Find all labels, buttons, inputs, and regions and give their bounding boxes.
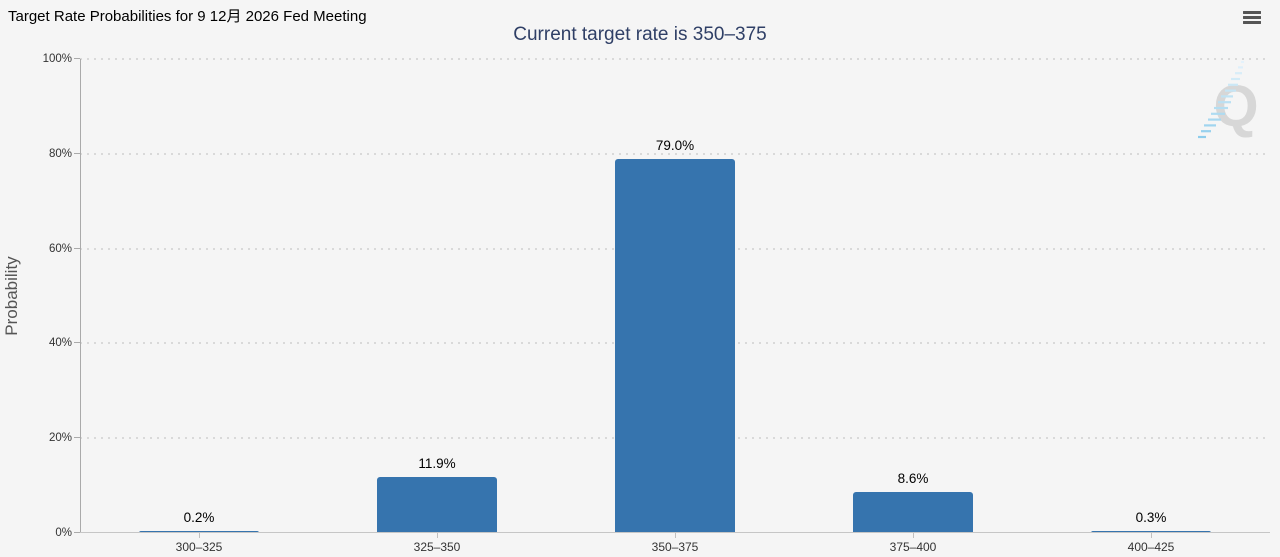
x-axis-tick	[1151, 533, 1152, 538]
y-axis-tick-label: 20%	[48, 432, 72, 445]
chart-context-menu-button[interactable]	[1240, 6, 1264, 28]
y-axis-tick-label: 0%	[55, 527, 72, 539]
y-axis-tick	[74, 342, 80, 344]
plot-columns: 0.2% 300–325 11.9% 325–350 79.0% 350–375 8.6% 3…	[80, 59, 1270, 554]
y-axis-tick-label: 40%	[48, 337, 72, 350]
y-axis-tick	[74, 532, 80, 533]
x-axis-tick	[675, 533, 676, 538]
plot-area: 0% 20% 40% 60% 80% 100% 0.2% 300–325 11.9%…	[43, 53, 1270, 554]
y-axis-tick	[74, 437, 80, 439]
x-axis-label: 325–350	[413, 540, 461, 554]
chart-title: Target Rate Probabilities for 9 12月 2026…	[8, 8, 367, 25]
y-axis-tick	[74, 152, 80, 154]
bar-value-label: 11.9%	[418, 455, 456, 471]
x-axis-label: 350–375	[651, 540, 699, 554]
bar-value-label: 0.2%	[183, 510, 215, 525]
gridline	[80, 152, 1270, 155]
x-axis-tick	[913, 533, 914, 538]
probability-bar[interactable]	[615, 158, 735, 533]
y-axis-tick-label: 80%	[48, 147, 72, 160]
probability-bar[interactable]	[853, 492, 973, 533]
y-axis-tick	[74, 247, 80, 249]
bar-value-label: 79.0%	[655, 137, 695, 153]
probability-bar[interactable]	[377, 476, 497, 533]
x-axis-label: 375–400	[889, 540, 937, 554]
gridline	[80, 58, 1270, 60]
category-column: 79.0% 350–375	[556, 59, 794, 554]
y-axis-tick	[74, 58, 80, 59]
x-axis-line	[80, 532, 1270, 533]
bar-value-label: 8.6%	[897, 471, 929, 487]
y-axis-title: Probability	[2, 256, 21, 336]
bar-value-label: 0.3%	[1135, 510, 1167, 525]
category-column: 8.6% 375–400	[794, 59, 1032, 554]
x-axis-tick	[437, 533, 438, 538]
category-column: 0.2% 300–325	[80, 59, 318, 554]
y-axis-line	[80, 59, 81, 533]
x-axis-tick	[199, 533, 200, 538]
x-axis-label: 400–425	[1127, 540, 1175, 554]
y-axis-tick-label: 100%	[42, 53, 72, 65]
x-axis-label: 300–325	[175, 540, 223, 554]
hamburger-menu-icon	[1243, 9, 1261, 26]
category-column: 11.9% 325–350	[318, 59, 556, 554]
category-column: 0.3% 400–425	[1032, 59, 1270, 554]
chart-subtitle: Current target rate is 350–375	[513, 24, 767, 45]
y-axis-tick-label: 60%	[48, 242, 72, 255]
